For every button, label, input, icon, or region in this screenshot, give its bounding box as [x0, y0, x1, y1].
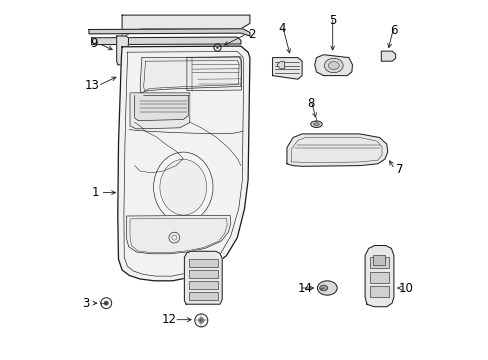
- Polygon shape: [122, 15, 249, 38]
- Bar: [373, 255, 384, 265]
- Text: 11: 11: [161, 271, 176, 284]
- Bar: [188, 270, 218, 278]
- Ellipse shape: [310, 121, 322, 127]
- Polygon shape: [89, 29, 249, 36]
- Bar: [369, 257, 387, 268]
- Ellipse shape: [319, 285, 327, 291]
- Text: 7: 7: [395, 163, 403, 176]
- Ellipse shape: [160, 159, 206, 215]
- Text: 4: 4: [278, 22, 285, 35]
- Polygon shape: [118, 46, 249, 281]
- Text: 9: 9: [90, 37, 98, 50]
- Circle shape: [216, 46, 219, 49]
- Polygon shape: [134, 95, 188, 121]
- Text: 10: 10: [398, 282, 413, 294]
- Text: 14: 14: [297, 282, 312, 294]
- Polygon shape: [126, 215, 230, 254]
- Text: 1: 1: [91, 186, 99, 199]
- Circle shape: [198, 317, 204, 324]
- Ellipse shape: [153, 152, 213, 222]
- Text: 13: 13: [85, 79, 100, 92]
- Text: 2: 2: [247, 28, 255, 41]
- Bar: [369, 286, 387, 297]
- Ellipse shape: [317, 281, 337, 295]
- Ellipse shape: [324, 58, 343, 73]
- Polygon shape: [117, 36, 128, 65]
- Bar: [188, 259, 218, 267]
- Text: 12: 12: [161, 313, 176, 326]
- Circle shape: [103, 301, 108, 306]
- Polygon shape: [314, 55, 352, 76]
- Text: 5: 5: [328, 14, 336, 27]
- Polygon shape: [130, 93, 189, 129]
- Text: 3: 3: [82, 297, 90, 310]
- Bar: [188, 281, 218, 289]
- Polygon shape: [276, 61, 284, 69]
- Ellipse shape: [313, 123, 319, 126]
- Text: 6: 6: [389, 24, 397, 37]
- Ellipse shape: [328, 62, 339, 69]
- Polygon shape: [91, 37, 241, 45]
- Text: 8: 8: [307, 97, 314, 110]
- Bar: [369, 272, 387, 283]
- Polygon shape: [272, 58, 302, 79]
- Polygon shape: [381, 51, 395, 61]
- Bar: [188, 292, 218, 300]
- Polygon shape: [365, 246, 393, 307]
- Polygon shape: [184, 251, 222, 304]
- Polygon shape: [286, 134, 387, 166]
- Polygon shape: [140, 57, 241, 93]
